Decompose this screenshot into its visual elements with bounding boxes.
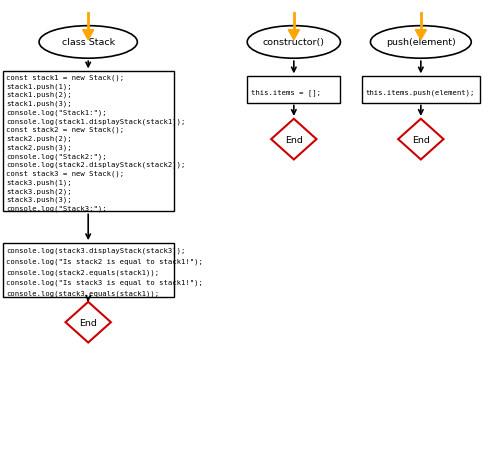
Text: constructor(): constructor() <box>263 38 325 47</box>
Text: console.log("Stack3:");: console.log("Stack3:"); <box>6 205 107 212</box>
Text: End: End <box>79 318 97 327</box>
Text: console.log("Stack2:");: console.log("Stack2:"); <box>6 153 107 159</box>
Text: this.items = [];: this.items = []; <box>250 89 321 96</box>
Text: console.log(stack2.displayStack(stack2));: console.log(stack2.displayStack(stack2))… <box>6 161 185 168</box>
Text: stack3.push(1);: stack3.push(1); <box>6 179 72 185</box>
Polygon shape <box>271 120 317 160</box>
Text: stack3.push(2);: stack3.push(2); <box>6 188 72 194</box>
Text: const stack2 = new Stack();: const stack2 = new Stack(); <box>6 127 124 133</box>
Bar <box>3 72 174 212</box>
Polygon shape <box>398 120 444 160</box>
Text: const stack1 = new Stack();: const stack1 = new Stack(); <box>6 74 124 81</box>
Text: console.log("Is stack2 is equal to stack1!");: console.log("Is stack2 is equal to stack… <box>6 258 203 264</box>
Text: console.log("Is stack3 is equal to stack1!");: console.log("Is stack3 is equal to stack… <box>6 279 203 286</box>
Text: push(element): push(element) <box>386 38 456 47</box>
Text: console.log(stack3.displayStack(stack3));: console.log(stack3.displayStack(stack3))… <box>6 247 185 253</box>
Polygon shape <box>83 31 94 41</box>
Ellipse shape <box>370 27 471 59</box>
Text: console.log(stack1.displayStack(stack1));: console.log(stack1.displayStack(stack1))… <box>6 118 185 124</box>
Polygon shape <box>66 302 111 343</box>
Bar <box>3 244 174 298</box>
Text: this.items.push(element);: this.items.push(element); <box>365 90 475 96</box>
Text: stack1.push(3);: stack1.push(3); <box>6 101 72 107</box>
Text: console.log("Stack1:");: console.log("Stack1:"); <box>6 109 107 115</box>
Bar <box>247 77 341 103</box>
Text: stack1.push(2);: stack1.push(2); <box>6 92 72 98</box>
Text: console.log(stack2.equals(stack1));: console.log(stack2.equals(stack1)); <box>6 268 159 275</box>
Text: stack2.push(3);: stack2.push(3); <box>6 144 72 151</box>
Text: stack1.push(1);: stack1.push(1); <box>6 83 72 89</box>
Text: stack2.push(2);: stack2.push(2); <box>6 135 72 142</box>
Bar <box>361 77 480 103</box>
Text: class Stack: class Stack <box>61 38 115 47</box>
Ellipse shape <box>247 27 341 59</box>
Polygon shape <box>415 31 426 41</box>
Text: const stack3 = new Stack();: const stack3 = new Stack(); <box>6 170 124 177</box>
Polygon shape <box>288 31 299 41</box>
Ellipse shape <box>39 27 137 59</box>
Text: End: End <box>412 135 430 144</box>
Text: console.log(stack3.equals(stack1));: console.log(stack3.equals(stack1)); <box>6 290 159 297</box>
Text: End: End <box>285 135 303 144</box>
Text: stack3.push(3);: stack3.push(3); <box>6 197 72 203</box>
